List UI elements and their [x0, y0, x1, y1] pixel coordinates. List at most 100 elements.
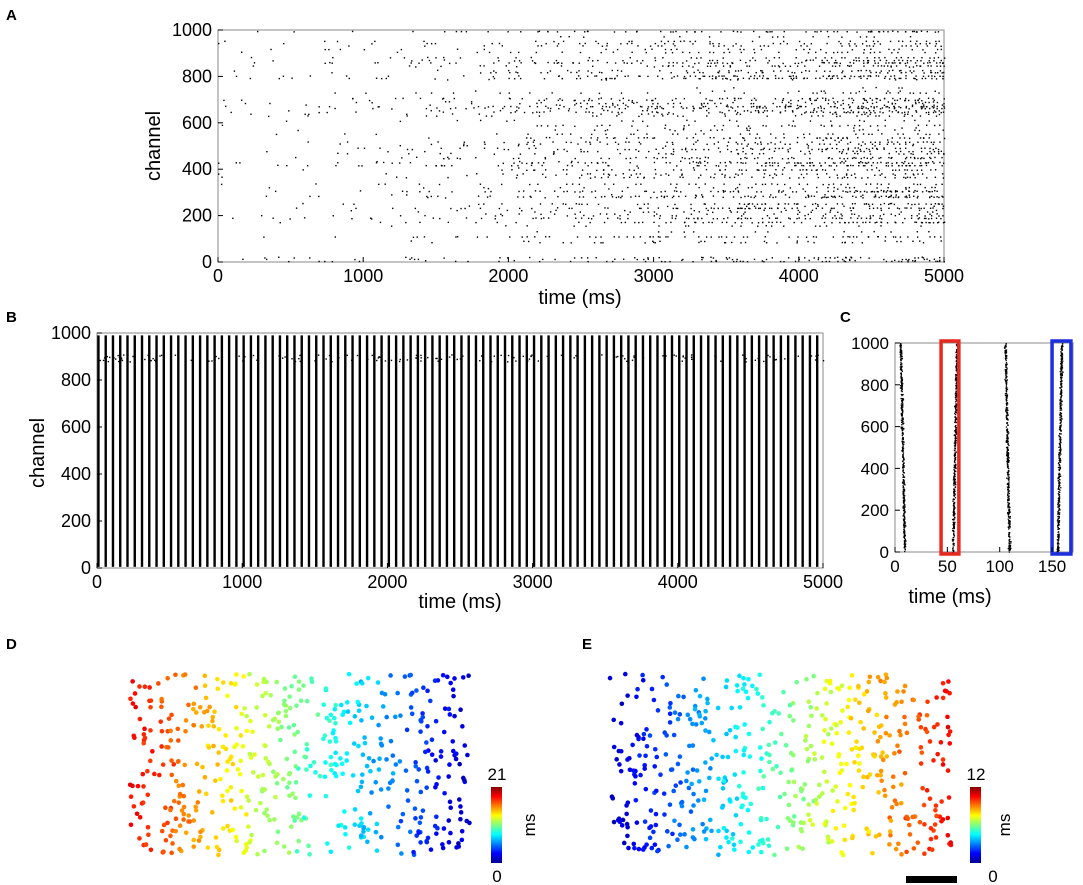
spike-mark	[737, 190, 739, 192]
spike-mark	[902, 479, 904, 481]
spike-mark	[350, 209, 353, 212]
spike-mark	[796, 107, 798, 110]
spike-mark	[893, 203, 896, 206]
spike-mark	[1060, 421, 1062, 423]
spike-mark	[757, 357, 759, 360]
spike-mark	[900, 386, 903, 388]
spike-mark	[773, 173, 776, 175]
spike-mark	[378, 356, 380, 358]
spike-mark	[624, 221, 627, 224]
spike-mark	[672, 61, 674, 64]
spike-mark	[680, 106, 683, 108]
spike-mark	[577, 161, 579, 164]
spike-mark	[839, 217, 841, 219]
spike-mark	[563, 148, 565, 151]
spike-mark	[1059, 426, 1061, 428]
spike-mark	[842, 137, 844, 139]
spike-mark	[758, 106, 761, 109]
spike-mark	[840, 183, 842, 186]
panel-a-frame	[217, 29, 945, 263]
spike-mark	[617, 111, 619, 114]
spike-mark	[1004, 373, 1007, 375]
spike-mark	[914, 119, 916, 122]
spike-mark	[1058, 456, 1060, 458]
spike-mark	[644, 190, 646, 193]
spike-mark	[891, 260, 893, 263]
spike-mark	[631, 99, 634, 102]
spike-mark	[901, 408, 904, 411]
spike-mark	[953, 533, 955, 536]
spike-mark	[854, 176, 857, 179]
spike-mark	[379, 221, 382, 224]
spike-mark	[744, 195, 746, 198]
spike-mark	[779, 141, 782, 143]
spike-mark	[952, 539, 955, 541]
spike-mark	[900, 240, 902, 243]
spike-mark	[314, 360, 316, 362]
spike-mark	[615, 174, 617, 176]
spike-mark	[764, 207, 766, 210]
spike-mark	[1006, 404, 1008, 406]
spike-mark	[937, 31, 940, 33]
spike-mark	[904, 539, 906, 541]
spike-mark	[154, 361, 157, 363]
spike-mark	[873, 106, 875, 108]
spike-mark	[841, 215, 843, 217]
spike-mark	[904, 532, 906, 535]
spike-mark	[1009, 549, 1012, 551]
spike-mark	[773, 150, 776, 152]
spike-mark	[713, 125, 716, 127]
spike-mark	[841, 57, 843, 59]
spike-mark	[696, 57, 698, 59]
spike-mark	[600, 236, 602, 238]
spike-mark	[797, 100, 799, 102]
spike-mark	[752, 105, 755, 108]
spike-mark	[580, 106, 582, 108]
spike-mark	[815, 77, 817, 80]
spike-mark	[1007, 458, 1009, 460]
spike-mark	[1007, 513, 1009, 516]
spike-mark	[450, 207, 452, 210]
spike-mark	[953, 491, 955, 493]
spike-mark	[863, 65, 865, 67]
spike-mark	[902, 418, 904, 420]
spike-mark	[873, 191, 876, 193]
ytick-label: 400	[182, 159, 212, 179]
spike-mark	[463, 141, 466, 143]
spike-mark	[830, 207, 833, 210]
spike-mark	[916, 45, 919, 47]
spike-mark	[880, 209, 883, 212]
spike-mark	[544, 176, 547, 178]
spike-mark	[478, 113, 481, 115]
spike-mark	[694, 221, 696, 224]
spike-mark	[566, 69, 569, 72]
spike-mark	[753, 51, 756, 54]
spike-mark	[450, 152, 452, 155]
spike-mark	[955, 387, 957, 389]
spike-mark	[741, 221, 743, 224]
spike-mark	[738, 183, 741, 186]
spike-mark	[485, 115, 488, 117]
spike-mark	[493, 153, 496, 155]
spike-mark	[440, 147, 442, 149]
spike-mark	[526, 225, 528, 227]
spike-mark	[552, 153, 555, 155]
spike-mark	[866, 169, 869, 171]
spike-mark	[786, 162, 788, 164]
spike-mark	[825, 225, 828, 227]
spike-mark	[606, 61, 608, 64]
spike-mark	[820, 197, 823, 199]
spike-mark	[721, 98, 724, 100]
spike-mark	[436, 69, 439, 72]
spike-mark	[907, 236, 909, 238]
spike-mark	[834, 215, 836, 217]
spike-mark	[868, 110, 871, 112]
spike-mark	[894, 191, 897, 193]
spike-mark	[865, 111, 868, 114]
spike-mark	[608, 174, 611, 176]
spike-mark	[894, 147, 897, 150]
spike-mark	[794, 162, 796, 164]
spike-mark	[925, 111, 928, 114]
spike-mark	[530, 196, 532, 198]
spike-mark	[909, 165, 911, 167]
